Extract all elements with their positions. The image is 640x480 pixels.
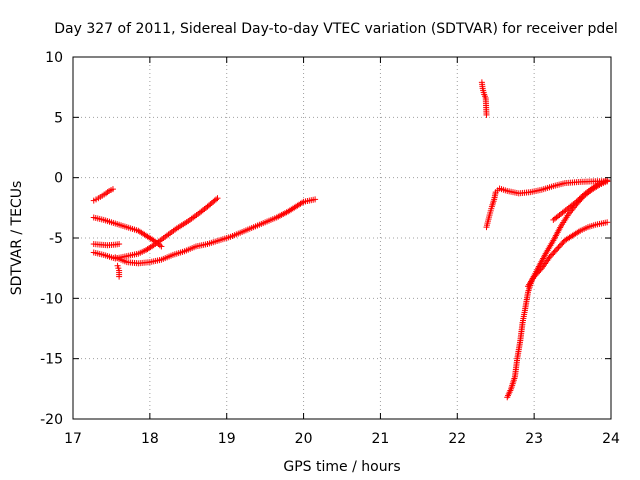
x-tick-labels: 17 18 19 20 21 22 23 24 (64, 431, 620, 447)
y-tick-label: -5 (49, 231, 63, 247)
y-tick-label: -20 (40, 412, 63, 428)
y-tick-label: 5 (54, 110, 63, 126)
data-point (532, 272, 539, 279)
data-point (213, 196, 220, 203)
data-point (551, 248, 558, 255)
data-point (558, 241, 565, 248)
data-point (533, 270, 540, 277)
x-tick-label: 22 (448, 431, 466, 447)
data-point (109, 186, 116, 193)
data-point (546, 254, 553, 261)
x-tick-label: 19 (218, 431, 236, 447)
x-tick-label: 24 (602, 431, 620, 447)
data-point (550, 250, 557, 257)
x-tick-label: 23 (525, 431, 543, 447)
data-point (604, 219, 611, 226)
y-tick-label: -10 (40, 291, 63, 307)
x-tick-label: 20 (295, 431, 313, 447)
data-point (549, 251, 556, 258)
data-point (559, 240, 566, 247)
data-point (536, 267, 543, 274)
chart-title: Day 327 of 2011, Sidereal Day-to-day VTE… (54, 21, 618, 37)
axis-ticks (72, 56, 612, 420)
data-points (90, 79, 611, 401)
data-point (116, 241, 123, 248)
y-tick-label: -15 (40, 352, 63, 368)
data-point (552, 247, 559, 254)
data-point (312, 196, 319, 203)
y-tick-label: 0 (54, 171, 63, 187)
x-tick-label: 18 (141, 431, 159, 447)
x-tick-label: 21 (372, 431, 390, 447)
data-point (547, 252, 554, 259)
data-point (116, 273, 123, 280)
data-point (534, 269, 541, 276)
x-tick-label: 17 (64, 431, 82, 447)
y-axis-label: SDTVAR / TECUs (9, 181, 25, 296)
data-point (531, 273, 538, 280)
data-point (554, 245, 561, 252)
data-point (556, 243, 563, 250)
data-point (214, 195, 221, 202)
data-point (555, 244, 562, 251)
data-point (158, 243, 165, 250)
y-tick-labels: 10 5 0 -5 -10 -15 -20 (40, 50, 63, 428)
x-axis-label: GPS time / hours (283, 459, 400, 475)
data-point (483, 111, 490, 118)
y-tick-label: 10 (45, 50, 63, 66)
